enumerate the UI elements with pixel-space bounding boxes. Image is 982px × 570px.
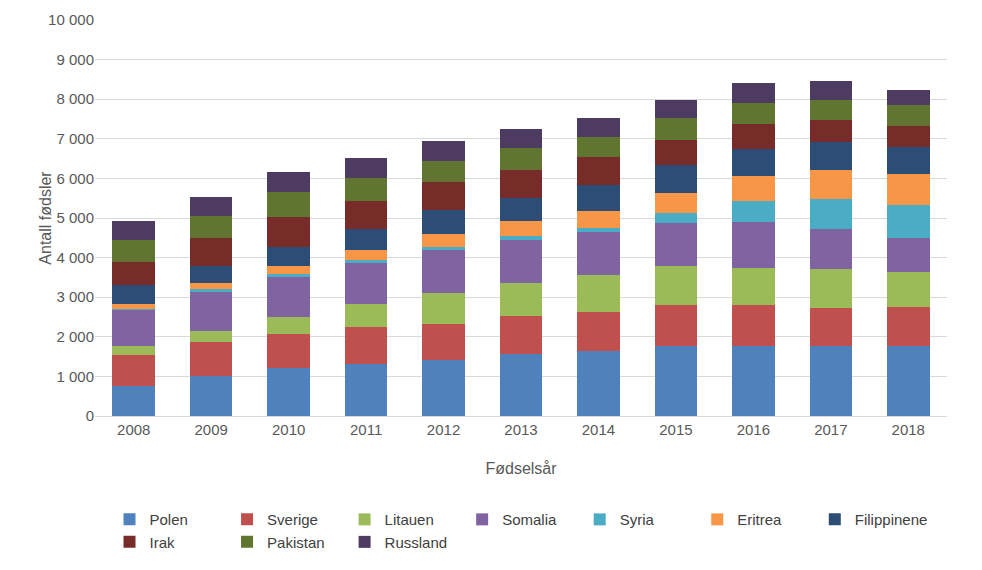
- svg-text:Russland: Russland: [385, 534, 448, 551]
- svg-text:Filippinene: Filippinene: [855, 511, 928, 528]
- svg-text:Antall fødsler: Antall fødsler: [37, 171, 54, 265]
- svg-text:2012: 2012: [427, 421, 460, 438]
- svg-text:Sverige: Sverige: [267, 511, 318, 528]
- svg-text:Syria: Syria: [620, 511, 655, 528]
- svg-text:Litauen: Litauen: [385, 511, 434, 528]
- svg-text:7 000: 7 000: [56, 130, 94, 147]
- svg-text:Fødselsår: Fødselsår: [485, 460, 557, 477]
- svg-text:Irak: Irak: [150, 534, 176, 551]
- svg-text:2016: 2016: [737, 421, 770, 438]
- svg-text:9 000: 9 000: [56, 51, 94, 68]
- svg-text:2017: 2017: [814, 421, 847, 438]
- svg-text:Eritrea: Eritrea: [737, 511, 782, 528]
- svg-text:Pakistan: Pakistan: [267, 534, 325, 551]
- svg-text:2008: 2008: [117, 421, 150, 438]
- svg-text:6 000: 6 000: [56, 170, 94, 187]
- svg-text:4 000: 4 000: [56, 249, 94, 266]
- svg-text:5 000: 5 000: [56, 209, 94, 226]
- svg-text:2 000: 2 000: [56, 328, 94, 345]
- svg-text:2011: 2011: [350, 421, 382, 438]
- svg-text:2015: 2015: [659, 421, 692, 438]
- svg-text:2009: 2009: [194, 421, 227, 438]
- svg-text:1 000: 1 000: [56, 368, 94, 385]
- svg-text:2014: 2014: [582, 421, 615, 438]
- svg-text:8 000: 8 000: [56, 90, 94, 107]
- svg-text:2010: 2010: [272, 421, 305, 438]
- svg-text:0: 0: [86, 407, 94, 424]
- svg-text:10 000: 10 000: [48, 11, 94, 28]
- svg-text:2018: 2018: [892, 421, 925, 438]
- svg-text:Somalia: Somalia: [502, 511, 557, 528]
- svg-text:2013: 2013: [504, 421, 537, 438]
- svg-text:3 000: 3 000: [56, 288, 94, 305]
- svg-text:Polen: Polen: [150, 511, 188, 528]
